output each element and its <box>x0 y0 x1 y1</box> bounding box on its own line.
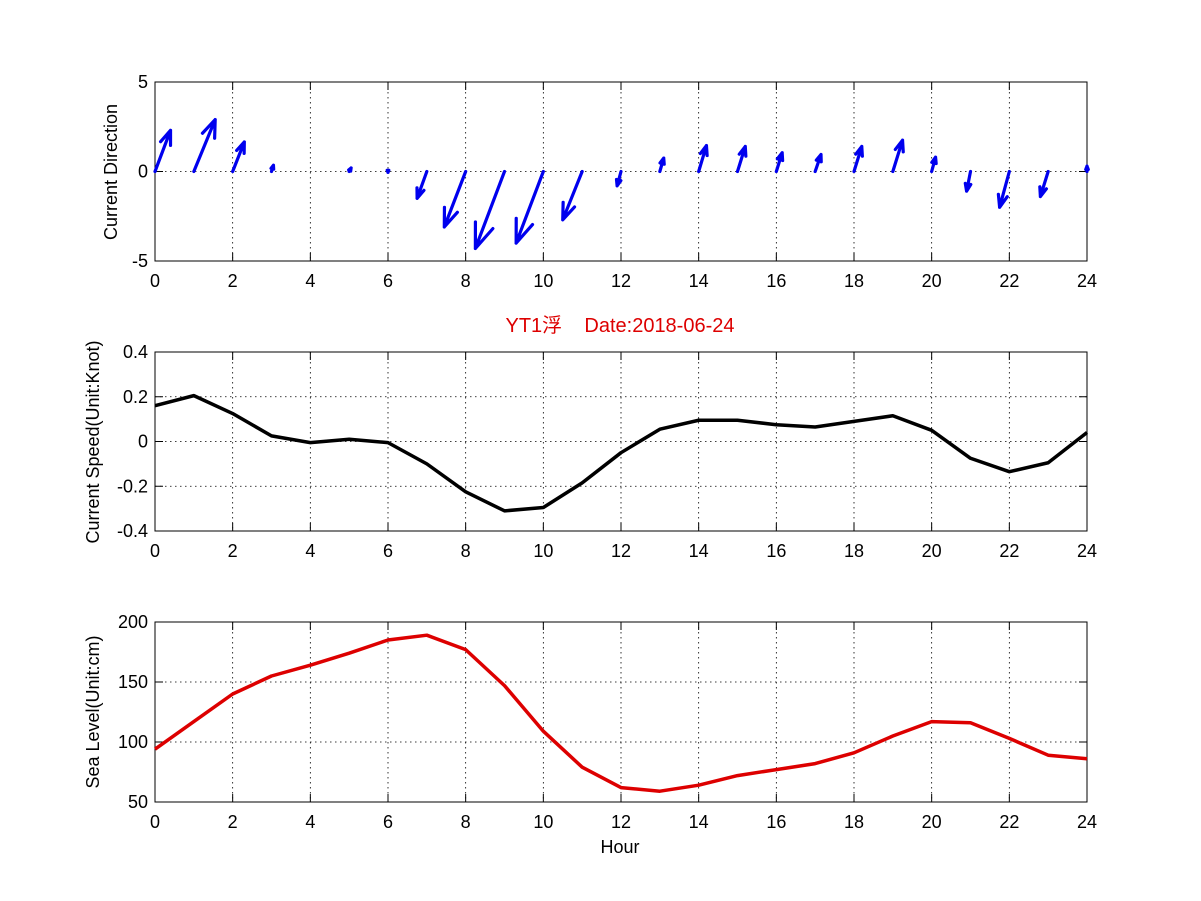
current-direction-ylabel: Current Direction <box>101 104 121 240</box>
series-line <box>153 633 1088 793</box>
y-tick-label: 200 <box>118 612 148 632</box>
x-tick-label: 2 <box>228 271 238 291</box>
x-tick-label: 10 <box>533 271 553 291</box>
current-speed-ylabel: Current Speed(Unit:Knot) <box>83 340 103 543</box>
x-tick-label: 12 <box>611 271 631 291</box>
current-vector-arrow <box>930 155 938 174</box>
y-tick-label: 5 <box>138 72 148 92</box>
x-tick-label: 22 <box>999 271 1019 291</box>
x-tick-label: 16 <box>766 271 786 291</box>
x-tick-label: 2 <box>228 812 238 832</box>
y-tick-label: 50 <box>128 792 148 812</box>
x-tick-label: 4 <box>305 541 315 561</box>
x-tick-label: 10 <box>533 812 553 832</box>
current-vector-arrow <box>347 166 353 174</box>
current-vector-arrow <box>891 138 905 174</box>
x-tick-label: 4 <box>305 271 315 291</box>
y-tick-label: 0 <box>138 162 148 182</box>
x-tick-label: 18 <box>844 541 864 561</box>
x-tick-label: 18 <box>844 812 864 832</box>
x-tick-label: 24 <box>1077 541 1097 561</box>
current-vector-arrow <box>1084 164 1090 174</box>
x-tick-label: 8 <box>461 271 471 291</box>
current-vector-arrow <box>231 140 246 174</box>
current-vector-arrow <box>415 169 429 200</box>
x-tick-label: 0 <box>150 271 160 291</box>
x-tick-label: 22 <box>999 541 1019 561</box>
x-tick-label: 14 <box>689 271 709 291</box>
current-vector-arrow <box>153 128 173 174</box>
sea-level-xlabel: Hour <box>600 837 639 857</box>
x-tick-label: 4 <box>305 812 315 832</box>
current-vector-arrow <box>735 144 748 174</box>
x-tick-label: 8 <box>461 812 471 832</box>
x-tick-label: 0 <box>150 812 160 832</box>
y-tick-label: 0.4 <box>123 342 148 362</box>
current-vector-arrow <box>1038 169 1050 199</box>
x-tick-label: 24 <box>1077 812 1097 832</box>
current-vector-arrow <box>996 169 1011 209</box>
x-tick-label: 8 <box>461 541 471 561</box>
chart-title: YT1浮 Date:2018-06-24 <box>505 314 734 337</box>
x-tick-label: 16 <box>766 812 786 832</box>
y-tick-label: 100 <box>118 732 148 752</box>
current-vector-arrow <box>442 169 468 229</box>
current-vector-arrow <box>774 151 785 174</box>
current-speed-panel: YT1浮 Date:2018-06-24 Current Speed(Unit:… <box>83 314 1097 561</box>
current-vector-arrow <box>658 156 666 174</box>
y-tick-label: 150 <box>118 672 148 692</box>
x-tick-label: 6 <box>383 812 393 832</box>
current-vector-arrow <box>813 152 823 174</box>
current-vector-arrow <box>697 143 709 174</box>
x-tick-label: 20 <box>922 541 942 561</box>
x-tick-label: 18 <box>844 271 864 291</box>
x-tick-label: 12 <box>611 812 631 832</box>
y-tick-label: -0.4 <box>117 521 148 541</box>
current-direction-panel: Current Direction 0 2 4 6 8 10 12 14 16 18 20 22 245… <box>101 72 1097 291</box>
x-tick-label: 6 <box>383 271 393 291</box>
current-vector-arrow <box>614 169 623 188</box>
x-tick-label: 6 <box>383 541 393 561</box>
y-tick-label: 0.2 <box>123 387 148 407</box>
series-line <box>154 393 1089 513</box>
current-vector-arrow <box>963 169 973 193</box>
x-tick-label: 12 <box>611 541 631 561</box>
y-tick-label: -0.2 <box>117 476 148 496</box>
current-vector-arrow <box>561 169 584 222</box>
sea-level-panel: Sea Level(Unit:cm) Hour 0 2 4 6 8 10 12 14 16 18 2… <box>83 612 1097 857</box>
x-tick-label: 2 <box>228 541 238 561</box>
current-vector-arrow <box>852 144 864 174</box>
current-vector-arrow <box>514 169 545 245</box>
y-tick-label: 0 <box>138 432 148 452</box>
x-tick-label: 0 <box>150 541 160 561</box>
x-tick-label: 20 <box>922 812 942 832</box>
x-tick-label: 24 <box>1077 271 1097 291</box>
sea-level-ylabel: Sea Level(Unit:cm) <box>83 635 103 788</box>
x-tick-label: 14 <box>689 812 709 832</box>
current-vector-arrow <box>192 117 217 174</box>
x-tick-label: 22 <box>999 812 1019 832</box>
x-tick-label: 16 <box>766 541 786 561</box>
x-tick-label: 20 <box>922 271 942 291</box>
x-tick-label: 10 <box>533 541 553 561</box>
x-tick-label: 14 <box>689 541 709 561</box>
y-tick-label: -5 <box>132 251 148 271</box>
current-vector-arrow <box>473 169 507 251</box>
current-vector-arrow <box>385 168 391 174</box>
current-vector-arrow <box>269 163 276 174</box>
